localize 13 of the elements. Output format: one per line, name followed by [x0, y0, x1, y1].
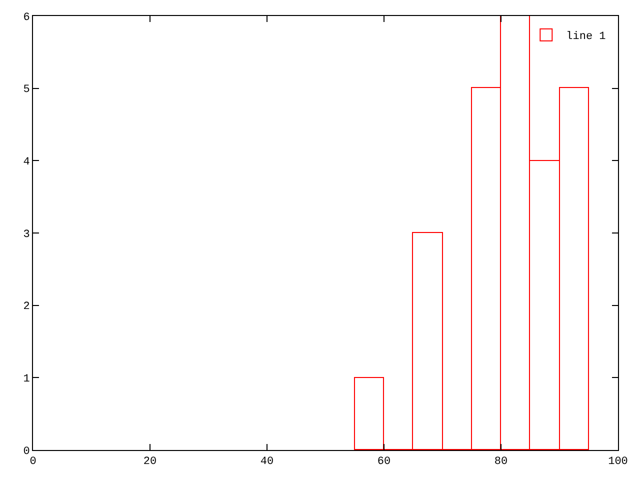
y-tick-label: 0 [23, 446, 30, 458]
y-tick-label: 3 [23, 228, 30, 241]
x-tick-label: 40 [260, 456, 274, 468]
y-tick-label: 4 [23, 156, 30, 169]
x-tick-label: 20 [143, 456, 157, 468]
y-tick-label: 6 [23, 12, 30, 24]
x-tick-label: 60 [377, 456, 391, 468]
y-tick-label: 2 [23, 301, 30, 314]
x-tick-label: 100 [608, 456, 628, 468]
y-tick-label: 5 [23, 84, 30, 96]
legend-label: line 1 [566, 31, 606, 44]
y-tick-label: 1 [23, 374, 30, 386]
x-tick-label: 80 [494, 456, 508, 468]
